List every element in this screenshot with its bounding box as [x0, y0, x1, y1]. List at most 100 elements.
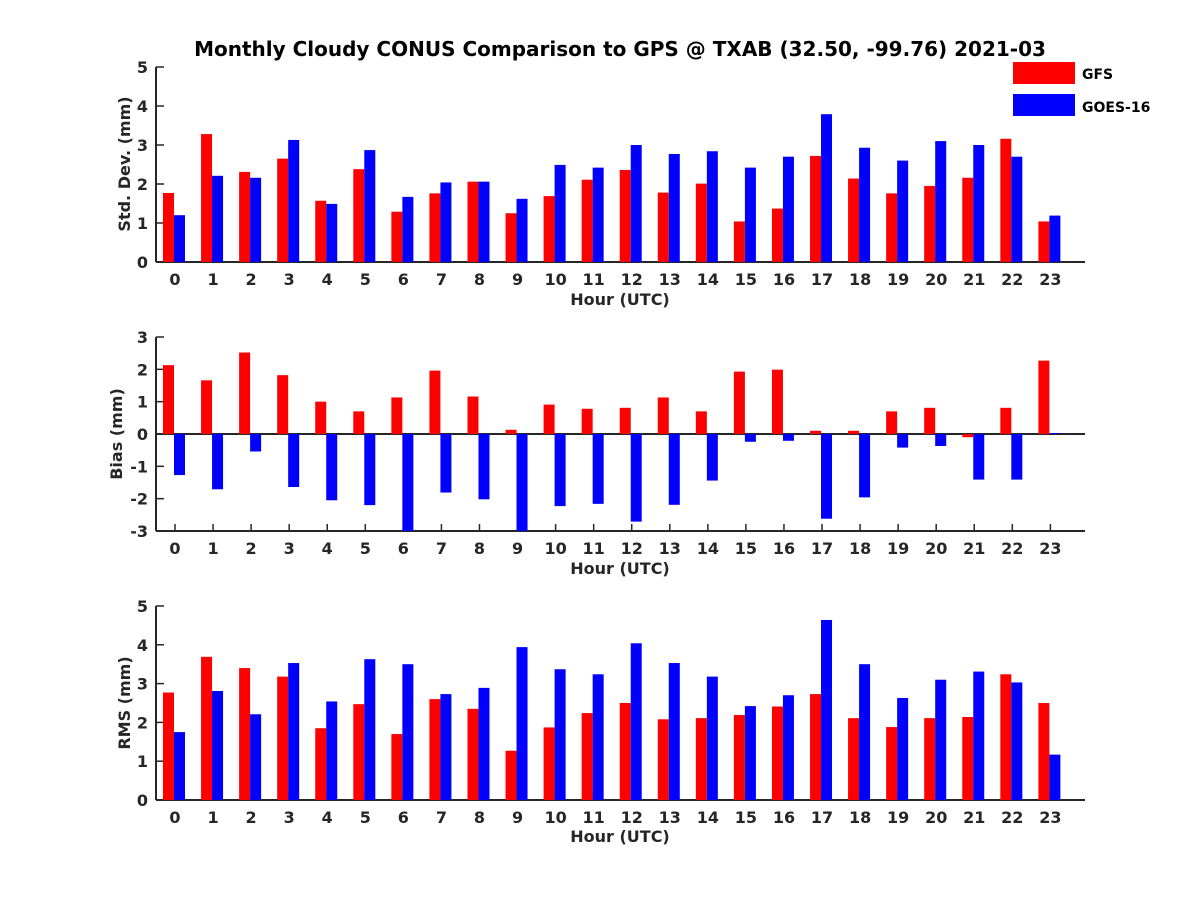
rms-bar-goes16: [174, 732, 185, 800]
bias-x-tick-label: 8: [474, 539, 485, 558]
bias-x-tick-label: 3: [284, 539, 295, 558]
rms-bar-gfs: [543, 727, 555, 800]
std-dev-x-tick-label: 22: [1001, 270, 1023, 289]
std-dev-bar-goes16: [706, 151, 718, 262]
std-dev-bar-goes16: [897, 160, 909, 262]
rms-x-tick-label: 3: [284, 808, 295, 827]
std-dev-x-tick-label: 20: [925, 270, 947, 289]
bias-y-tick-label: -2: [130, 490, 148, 509]
std-dev-bar-gfs: [886, 193, 898, 262]
legend-swatch-gfs: [1013, 62, 1075, 84]
rms-y-tick-label: 4: [137, 636, 148, 655]
std-dev-x-tick-label: 0: [169, 270, 180, 289]
std-dev-bar-goes16: [174, 215, 185, 262]
bias-bar-goes16: [288, 434, 300, 488]
bias-y-tick-label: 2: [137, 360, 148, 379]
std-dev-bar-goes16: [782, 156, 794, 262]
rms-bar-goes16: [821, 619, 833, 800]
rms-bar-gfs: [239, 668, 251, 800]
std-dev-bar-gfs: [429, 193, 441, 262]
rms-x-tick-label: 10: [544, 808, 566, 827]
std-dev-xlabel: Hour (UTC): [570, 290, 670, 309]
chart-title: Monthly Cloudy CONUS Comparison to GPS @…: [194, 37, 1046, 61]
rms-bar-goes16: [592, 674, 604, 800]
rms-x-tick-label: 22: [1001, 808, 1023, 827]
rms-x-tick-label: 23: [1039, 808, 1061, 827]
bias-x-tick-label: 23: [1039, 539, 1061, 558]
bias-bar-goes16: [554, 434, 566, 507]
rms-x-tick-label: 5: [360, 808, 371, 827]
std-dev-y-tick-label: 0: [137, 253, 148, 272]
bias-x-tick-label: 13: [659, 539, 681, 558]
bias-x-tick-label: 15: [735, 539, 757, 558]
rms-bar-gfs: [886, 727, 898, 800]
rms-bar-gfs: [1038, 703, 1050, 800]
bias-ylabel: Bias (mm): [107, 388, 126, 480]
bias-bar-gfs: [1038, 360, 1050, 434]
bias-y-tick-label: 3: [137, 328, 148, 347]
rms-x-tick-label: 4: [322, 808, 333, 827]
std-dev-bar-gfs: [239, 171, 251, 262]
std-dev-x-tick-label: 15: [735, 270, 757, 289]
bias-bar-goes16: [859, 434, 871, 498]
bias-bar-goes16: [212, 434, 224, 490]
rms-x-tick-label: 2: [246, 808, 257, 827]
bias-y-tick-label: -1: [130, 457, 148, 476]
bias-y-tick-label: 1: [137, 393, 148, 412]
bias-bar-goes16: [440, 434, 452, 493]
rms-bar-goes16: [859, 664, 871, 800]
std-dev-bar-goes16: [1011, 156, 1023, 262]
rms-bar-goes16: [440, 694, 452, 800]
bias-y-tick-label: -3: [130, 522, 148, 541]
rms-bar-gfs: [429, 699, 441, 800]
bias-bar-gfs: [391, 397, 403, 434]
std-dev-x-tick-label: 18: [849, 270, 871, 289]
rms-bar-gfs: [733, 715, 745, 800]
rms-bar-gfs: [201, 656, 213, 800]
std-dev-x-tick-label: 9: [512, 270, 523, 289]
std-dev-bar-goes16: [250, 177, 262, 262]
std-dev-y-tick-label: 2: [137, 175, 148, 194]
std-dev-x-tick-label: 8: [474, 270, 485, 289]
std-dev-bar-goes16: [744, 167, 756, 262]
bias-bar-goes16: [630, 434, 642, 522]
bias-bar-goes16: [478, 434, 490, 500]
bias-x-tick-label: 6: [398, 539, 409, 558]
rms-bar-gfs: [771, 706, 783, 800]
rms-bar-gfs: [277, 676, 289, 800]
bias-bar-goes16: [516, 434, 528, 531]
std-dev-bar-goes16: [821, 114, 833, 262]
rms-bar-goes16: [973, 671, 985, 800]
rms-y-tick-label: 2: [137, 713, 148, 732]
std-dev-x-tick-label: 5: [360, 270, 371, 289]
std-dev-x-tick-label: 14: [697, 270, 719, 289]
rms-bar-goes16: [554, 669, 566, 800]
bias-x-tick-label: 1: [207, 539, 218, 558]
bias-bar-goes16: [973, 434, 985, 480]
rms-x-tick-label: 7: [436, 808, 447, 827]
std-dev-bar-goes16: [592, 167, 604, 262]
rms-bar-goes16: [1049, 754, 1061, 800]
std-dev-x-tick-label: 13: [659, 270, 681, 289]
bias-bar-goes16: [821, 434, 833, 519]
bias-bar-goes16: [897, 434, 909, 448]
rms-x-tick-label: 18: [849, 808, 871, 827]
rms-bar-gfs: [695, 718, 707, 800]
bias-bar-gfs: [810, 430, 822, 434]
bias-bar-goes16: [782, 434, 794, 441]
std-dev-bar-goes16: [668, 153, 680, 262]
bias-bar-goes16: [668, 434, 680, 505]
std-dev-bar-goes16: [935, 141, 947, 262]
rms-bar-goes16: [706, 676, 718, 800]
bias-bar-gfs: [505, 429, 517, 434]
bias-bar-gfs: [581, 408, 593, 434]
std-dev-bar-gfs: [315, 200, 327, 262]
bias-xlabel: Hour (UTC): [570, 559, 670, 578]
rms-bar-gfs: [467, 708, 479, 800]
bias-bar-gfs: [848, 430, 860, 434]
std-dev-bar-gfs: [543, 196, 555, 262]
std-dev-bar-goes16: [1049, 215, 1061, 262]
bias-bar-goes16: [592, 434, 604, 504]
rms-bar-goes16: [935, 679, 947, 800]
std-dev-bar-gfs: [353, 169, 365, 262]
